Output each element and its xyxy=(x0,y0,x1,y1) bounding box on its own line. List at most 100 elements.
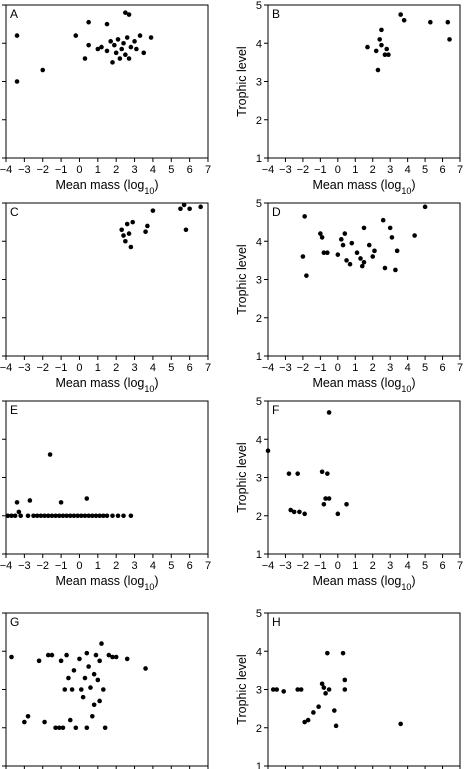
data-point xyxy=(84,650,90,656)
data-point xyxy=(124,35,130,40)
x-tick-label: 6 xyxy=(187,560,193,572)
x-tick-label: 4 xyxy=(150,560,156,572)
data-point xyxy=(305,717,311,723)
panel-e-letter: E xyxy=(10,403,18,417)
x-tick-label: 0 xyxy=(76,560,82,572)
data-point xyxy=(112,42,117,48)
data-point xyxy=(332,708,337,713)
data-point xyxy=(148,35,154,40)
data-point xyxy=(370,254,376,259)
data-point xyxy=(86,42,91,48)
data-point xyxy=(82,513,88,519)
data-point xyxy=(73,33,79,38)
x-tick-label: −3 xyxy=(279,362,292,374)
data-point xyxy=(394,248,400,254)
data-point xyxy=(325,471,330,476)
data-point xyxy=(66,675,71,681)
data-point xyxy=(60,513,66,519)
data-point xyxy=(71,513,77,519)
x-tick-label: 3 xyxy=(131,164,137,176)
data-point xyxy=(49,652,55,658)
x-tick-label: 5 xyxy=(422,560,428,572)
y-tick-label: 5 xyxy=(256,608,262,620)
x-tick-label: −1 xyxy=(55,560,68,572)
data-point xyxy=(123,52,128,58)
data-point xyxy=(56,725,62,731)
data-point xyxy=(132,39,137,44)
data-point xyxy=(88,685,93,690)
data-point xyxy=(319,681,325,687)
data-point xyxy=(123,10,128,15)
panel-e-frame xyxy=(5,400,209,555)
data-point xyxy=(342,677,348,683)
panel-c-frame xyxy=(5,202,209,357)
y-tick-label: 2 xyxy=(256,723,262,735)
data-point xyxy=(325,650,330,656)
data-point xyxy=(90,513,95,519)
data-point xyxy=(265,448,271,454)
data-point xyxy=(126,56,132,61)
data-point xyxy=(323,691,328,696)
data-point xyxy=(379,27,384,33)
data-point xyxy=(372,248,377,254)
data-point xyxy=(128,44,134,50)
panel-g-frame xyxy=(5,612,209,767)
y-tick-label: 1 xyxy=(256,351,262,363)
y-tick-label: 3 xyxy=(256,275,262,287)
data-point xyxy=(97,658,102,664)
x-tick-label: 0 xyxy=(335,362,341,374)
data-point xyxy=(128,513,134,519)
data-point xyxy=(412,233,417,238)
x-tick-label: −4 xyxy=(262,560,275,572)
data-point xyxy=(99,44,104,50)
y-tick-label: 3 xyxy=(256,685,262,697)
data-point xyxy=(300,254,306,259)
data-point xyxy=(91,671,97,677)
x-tick-label: −2 xyxy=(297,560,310,572)
data-point xyxy=(121,513,126,519)
data-point xyxy=(297,509,302,515)
data-point xyxy=(333,723,339,729)
data-point xyxy=(104,21,110,27)
data-point xyxy=(321,685,327,690)
data-point xyxy=(198,204,203,210)
x-tick-label: 6 xyxy=(187,362,193,374)
data-point xyxy=(64,652,69,658)
x-tick-label: 2 xyxy=(113,362,119,374)
data-point xyxy=(53,725,58,731)
data-point xyxy=(123,238,128,244)
x-tick-label: −2 xyxy=(297,164,310,176)
data-point xyxy=(77,656,82,662)
data-point xyxy=(145,223,150,229)
data-point xyxy=(16,509,22,515)
data-point xyxy=(14,33,20,38)
data-point xyxy=(126,12,132,17)
data-point xyxy=(45,513,51,519)
data-point xyxy=(143,666,148,671)
data-point xyxy=(78,513,84,519)
data-point xyxy=(9,654,14,660)
data-point xyxy=(373,48,379,54)
y-tick-label: 4 xyxy=(256,646,262,658)
data-point xyxy=(183,227,189,233)
x-tick-label: 6 xyxy=(439,164,445,176)
x-tick-label: 1 xyxy=(352,362,358,374)
data-point xyxy=(302,214,307,219)
panel-a: A −4 −3 −2 −1 0 1 2 3 4 5 6 7 Mean mass (log10) xyxy=(0,4,211,196)
x-tick-label: −1 xyxy=(55,164,68,176)
panel-g-letter: G xyxy=(10,615,19,629)
data-point xyxy=(401,18,407,23)
x-tick-label: 7 xyxy=(205,164,211,176)
data-point xyxy=(14,500,20,505)
data-point xyxy=(9,513,14,519)
data-point xyxy=(447,37,452,42)
x-tick-label: −1 xyxy=(55,362,68,374)
data-point xyxy=(73,725,79,731)
x-tick-label: 5 xyxy=(168,164,174,176)
x-tick-label: 5 xyxy=(422,362,428,374)
data-point xyxy=(319,235,325,240)
data-point xyxy=(38,513,44,519)
data-point xyxy=(40,67,46,73)
data-point xyxy=(110,60,115,65)
